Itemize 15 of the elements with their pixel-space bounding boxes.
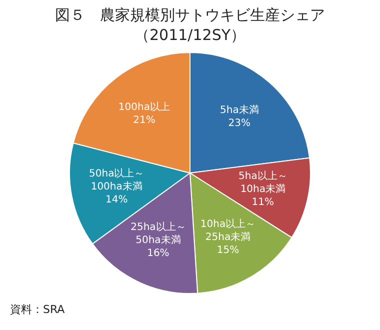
data-label: 23% (228, 118, 251, 130)
chart-subtitle: （2011/12SY） (134, 26, 246, 45)
data-label: 16% (147, 248, 170, 260)
slice-label: 100ha以上 (118, 101, 170, 114)
data-label: 15% (216, 244, 240, 256)
chart-title: 図５ 農家規模別サトウキビ生産シェア (54, 6, 326, 25)
slice-label: 25ha以上～ 50ha未満 (130, 221, 186, 246)
slice-label: 50ha以上～ 100ha未満 (89, 168, 144, 193)
data-label: 21% (133, 115, 156, 126)
text: 資料：SRA (10, 302, 65, 317)
data-label: 14% (105, 194, 128, 206)
slice-label: 5ha未満 (220, 104, 259, 116)
slice-label: 5ha以上～ 10ha未満 (238, 170, 288, 195)
slice-label: 10ha以上～ 25ha未満 (200, 218, 256, 243)
data-label: 11% (252, 196, 274, 208)
